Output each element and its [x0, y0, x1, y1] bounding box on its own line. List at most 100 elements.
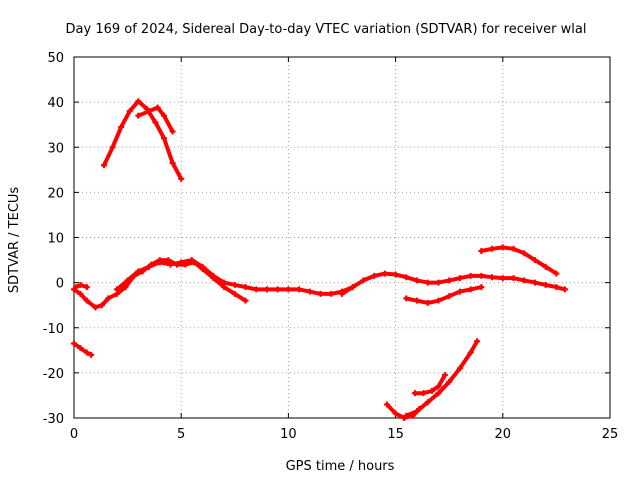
data-point [456, 275, 463, 282]
axis-ticks: 0 5 10 15 20 25 -30 -20 -10 0 10 20 30 40 50 [43, 51, 619, 442]
data-point [478, 248, 485, 255]
data-point [77, 281, 84, 288]
data-point [521, 277, 528, 284]
data-point [435, 279, 442, 286]
data-point [478, 284, 485, 291]
data-point [414, 408, 421, 415]
data-point [317, 290, 324, 297]
data-point [285, 286, 292, 293]
data-point [71, 340, 77, 347]
data-point [531, 279, 538, 286]
y-tick-label: 40 [47, 96, 64, 111]
data-point [113, 286, 120, 293]
data-point [456, 365, 463, 372]
data-point [242, 297, 249, 304]
data-point [561, 286, 568, 293]
series-arc-g [340, 271, 567, 296]
data-point [231, 281, 238, 288]
data-point [435, 383, 442, 390]
y-tick-label: 20 [47, 186, 64, 201]
chart-title: Day 169 of 2024, Sidereal Day-to-day VTE… [66, 22, 587, 37]
data-point [489, 245, 496, 252]
data-point [77, 290, 84, 297]
data-point [403, 412, 410, 419]
data-point [510, 245, 517, 252]
y-tick-label: -10 [43, 322, 64, 337]
x-axis-label: GPS time / hours [286, 459, 395, 474]
data-point [420, 390, 427, 397]
y-tick-label: 10 [47, 232, 64, 247]
data-point [542, 281, 549, 288]
y-tick-label: -20 [43, 367, 64, 382]
series-arc-a [72, 341, 94, 357]
data-point [169, 128, 176, 135]
data-point [414, 297, 421, 304]
y-tick-label: 50 [47, 51, 64, 66]
data-point [360, 277, 367, 284]
data-point [467, 272, 474, 279]
data-point [101, 162, 108, 169]
data-point [424, 299, 431, 306]
grid [74, 57, 610, 418]
data-point [165, 257, 172, 264]
data-point [435, 297, 442, 304]
data-point [135, 112, 142, 119]
y-tick-label: -30 [43, 412, 64, 427]
data-point [499, 244, 506, 251]
data-point [553, 284, 560, 291]
data-point [253, 286, 260, 293]
data-point [499, 275, 506, 282]
data-point [105, 295, 112, 302]
data-point [414, 277, 421, 284]
data-point [510, 275, 517, 282]
data-point [154, 104, 161, 111]
y-tick-label: 30 [47, 141, 64, 156]
data-point [456, 288, 463, 295]
data-point [429, 387, 436, 394]
data-point [371, 272, 378, 279]
data-point [118, 123, 125, 130]
data-point [328, 290, 335, 297]
data-point [274, 286, 281, 293]
data-point [126, 108, 133, 115]
x-tick-label: 20 [495, 427, 512, 442]
data-point [403, 295, 410, 302]
y-axis-label: SDTVAR / TECUs [7, 187, 22, 294]
y-tick-label: 0 [56, 277, 64, 292]
data-point [98, 302, 105, 309]
data-point [446, 378, 453, 385]
data-point [83, 349, 90, 356]
data-point [542, 263, 549, 270]
data-series-group [71, 98, 568, 421]
series-arc-f [114, 258, 355, 296]
data-point [531, 257, 538, 264]
data-point [474, 338, 481, 345]
data-point [156, 259, 163, 266]
data-point [384, 401, 391, 408]
data-point [135, 98, 142, 105]
data-point [122, 284, 129, 291]
data-point [411, 390, 418, 397]
data-point [169, 160, 176, 167]
data-point [424, 279, 431, 286]
data-point [381, 270, 388, 277]
data-point [521, 250, 528, 257]
data-point [339, 290, 345, 297]
data-point [167, 261, 174, 268]
data-point [263, 286, 270, 293]
data-point [146, 263, 153, 270]
data-point [441, 372, 448, 379]
series-arc-b [72, 258, 248, 310]
data-point [296, 286, 303, 293]
data-point [188, 257, 195, 264]
data-point [152, 119, 159, 126]
data-point [109, 144, 116, 151]
series-arc-k [404, 339, 480, 418]
data-point [92, 304, 99, 311]
series-arc-d [102, 99, 184, 181]
data-point [435, 390, 442, 397]
data-point [77, 345, 84, 352]
x-tick-label: 10 [280, 427, 297, 442]
data-point [178, 175, 185, 182]
